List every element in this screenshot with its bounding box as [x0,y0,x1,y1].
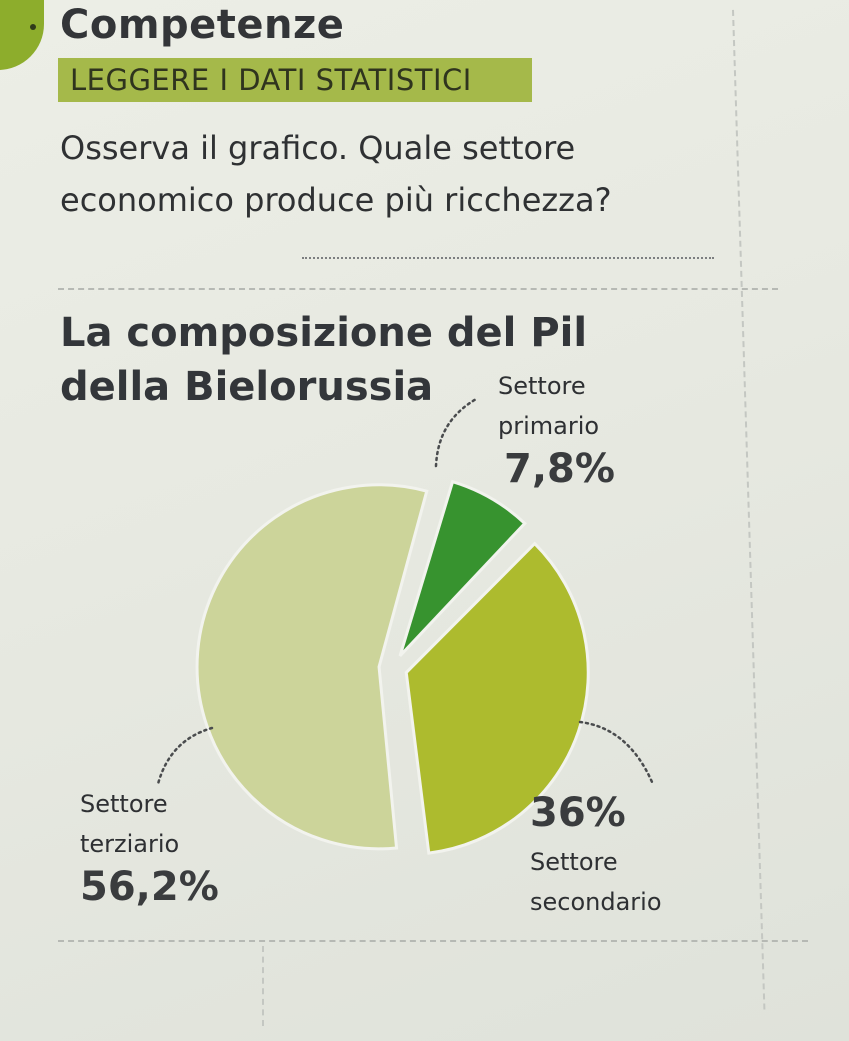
value-secondario: 36% [530,790,626,836]
skill-tag: LEGGERE I DATI STATISTICI [58,58,532,102]
bottom-divider [58,940,808,942]
leader-line-secondario [578,720,654,784]
lower-guide-line [262,946,264,1026]
chart-title: La composizione del Pil della Bielorussi… [60,306,587,414]
label-primario-line-2: primario [498,412,600,440]
label-terziario: Settore terziario [80,784,179,864]
label-secondario-line-1: Settore [530,848,618,876]
slice-primario [398,479,527,657]
value-primario: 7,8% [504,446,615,492]
label-secondario-line-2: secondario [530,888,662,916]
slice-terziario [195,483,429,851]
label-primario: Settore primario [498,366,599,446]
answer-line [302,257,714,259]
pie-slices [195,479,590,855]
question-text: Osserva il grafico. Quale settore econom… [60,129,612,219]
leader-line-primario [434,396,480,468]
top-divider [58,288,778,290]
section-title: Competenze [60,2,345,48]
leader-line-terziario [156,726,214,786]
value-terziario: 56,2% [80,864,219,910]
chart-title-line-1: La composizione del Pil [60,310,588,356]
badge-dot [30,24,36,30]
label-secondario: Settore secondario [530,842,662,922]
label-primario-line-1: Settore [498,372,586,400]
leader-lines [156,396,654,786]
label-terziario-line-1: Settore [80,790,168,818]
slice-secondario [404,541,590,855]
label-terziario-line-2: terziario [80,830,180,858]
chart-title-line-2: della Bielorussia [60,364,434,410]
